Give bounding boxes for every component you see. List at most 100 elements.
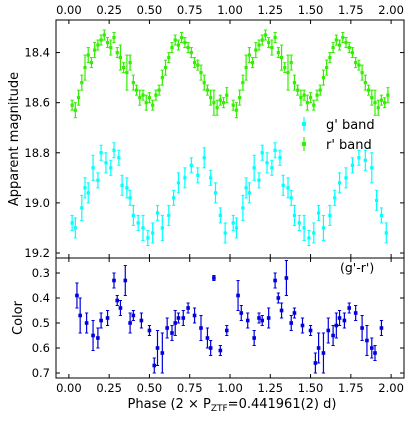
data-point [292,81,297,85]
data-point [186,306,190,310]
data-point [305,101,309,105]
data-point [176,181,181,185]
x-tick-label-top: 0.50 [137,3,163,17]
data-point [300,323,305,328]
data-point [370,96,374,100]
data-point [302,226,306,230]
data-point [170,45,174,50]
x-axis-label-tail: =0.441961(2) d) [228,397,337,412]
data-point [118,55,123,60]
data-point [173,321,178,325]
data-point [286,186,290,190]
data-point [312,103,316,107]
data-point [112,148,116,152]
data-point [202,156,206,160]
data-point [252,166,256,170]
data-point [241,206,245,210]
data-point [91,333,95,338]
data-point [376,106,380,110]
x-tick-label-top: 0.00 [56,3,82,17]
data-point [122,66,126,70]
data-point [225,93,229,97]
data-point [78,313,82,318]
data-point [302,93,306,97]
data-point [350,163,355,167]
data-point [147,96,152,100]
y-tick-label: 18.6 [24,96,50,110]
data-point [289,60,293,65]
data-point [183,176,187,180]
data-point [328,213,332,218]
data-point [105,316,110,320]
legend-g-marker [302,122,306,126]
y-tick-label: 18.8 [24,146,50,160]
data-point [205,88,210,92]
data-point [292,311,297,315]
data-point [192,60,197,65]
data-point [181,316,186,320]
data-point [289,321,294,325]
data-point [209,96,213,100]
data-point [331,45,335,50]
data-point [239,311,244,315]
data-point [316,346,321,350]
legend-r-label: r' band [326,138,372,153]
x-tick-label-top: 1.75 [338,3,364,17]
data-point [160,351,165,355]
data-point [331,333,335,338]
data-point [273,148,277,152]
data-point [165,326,169,330]
data-point [99,151,103,155]
data-point [384,231,388,235]
data-point [117,156,121,160]
series-1 [70,29,390,119]
data-point [202,81,206,85]
data-point [366,88,371,92]
data-point [196,173,200,177]
data-point [312,231,316,235]
data-point [307,236,311,240]
y-tick-label: 0.6 [32,341,50,355]
data-point [86,53,90,57]
data-point [70,103,74,107]
data-point [286,71,290,75]
data-point [321,351,326,355]
data-point [104,161,108,165]
data-point [170,331,174,335]
data-point [167,55,171,60]
data-point [167,213,171,218]
data-point [136,221,140,225]
data-point [257,178,261,182]
data-point [379,213,384,218]
data-point [128,196,132,200]
x-tick-label-top: 1.00 [217,3,243,17]
data-point [254,48,258,52]
data-point [263,33,268,37]
data-point [247,191,251,195]
data-point [244,186,248,190]
data-point [96,43,100,47]
x-axis-label-subscript: ZTF [211,404,228,414]
data-point [112,278,116,283]
data-point [176,43,181,47]
data-point [131,213,135,218]
data-point [369,346,374,350]
data-point [91,166,95,170]
data-point [265,161,269,165]
data-point [337,181,342,185]
bottom-panel: 0.00 0.25 0.50 0.75 1.00 1.25 1.50 1.75 2.00 0.3 0… [11,257,405,414]
y-tick-label: 19.2 [24,246,50,260]
data-point [223,231,227,235]
data-point [208,346,213,350]
data-point [109,45,113,50]
data-point [292,213,297,218]
data-point [260,151,264,155]
x-tick-label: 0.25 [96,381,122,395]
data-point [155,346,160,350]
data-point [128,60,132,65]
data-point [363,81,367,85]
data-point [209,176,213,180]
data-point [325,66,329,70]
data-point [134,88,139,92]
data-point [189,50,193,55]
